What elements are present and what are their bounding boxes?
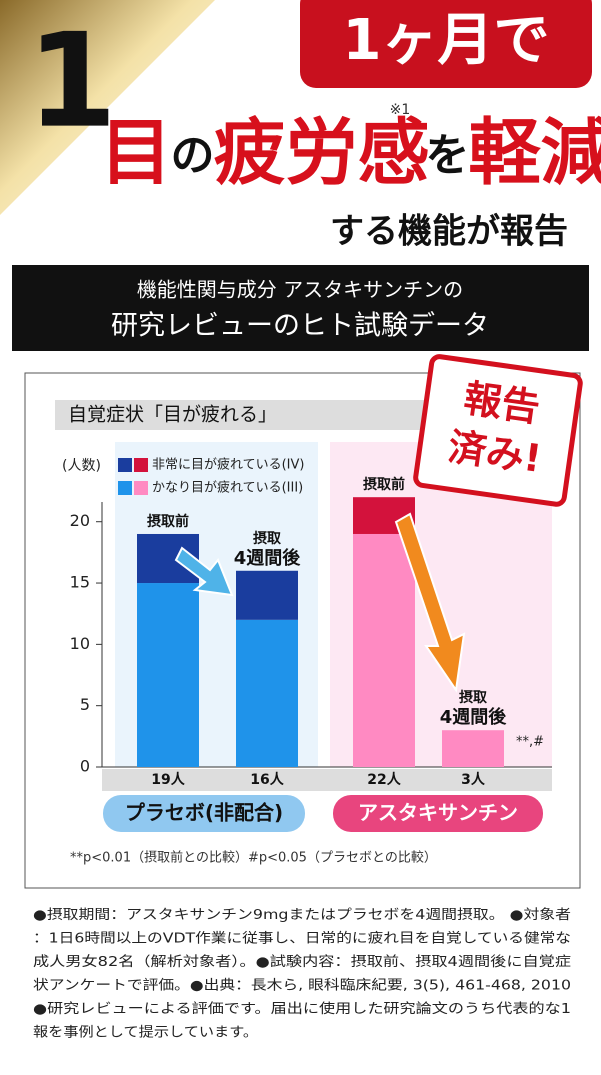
- banner-line: 研究レビューのヒト試験データ: [111, 311, 489, 342]
- stamp-text: 報告: [461, 376, 542, 430]
- title-part: 疲労感: [214, 111, 430, 195]
- banner: [12, 265, 589, 351]
- y-axis-label: (人数): [62, 458, 101, 474]
- legend-swatch: [134, 481, 148, 495]
- arrow: [394, 512, 466, 693]
- note-line: ：1日6時間以上のVDT作業に従事し、日常的に疲れ目を自覚している健常な: [33, 930, 571, 947]
- bar-segment: [353, 533, 415, 767]
- category-label: 4週間後: [440, 706, 508, 728]
- note-mark: ※1: [390, 102, 411, 118]
- total-label: 19人: [151, 771, 185, 788]
- banner-line: 機能性関与成分 アスタキサンチンの: [137, 278, 463, 302]
- category-label: 摂取前: [363, 476, 405, 493]
- title-part: の: [171, 130, 215, 181]
- note-line: ●摂取期間：アスタキサンチン9mgまたはプラセボを4週間摂取。 ●対象者: [33, 907, 571, 923]
- y-tick-label: 0: [80, 757, 90, 776]
- big-number: 1: [27, 5, 117, 157]
- legend-swatch: [118, 458, 132, 472]
- bar-segment: [137, 583, 199, 767]
- legend-swatch: [134, 458, 148, 472]
- legend-swatch: [118, 481, 132, 495]
- group-label: アスタキサンチン: [358, 801, 518, 825]
- title-part: 軽減: [468, 111, 601, 195]
- chart-title: 自覚症状「目が疲れる」: [68, 404, 277, 426]
- total-label: 3人: [461, 771, 486, 788]
- note-line: 成人男女82名（解析対象者）。●試験内容：摂取前、摂取4週間後に自覚症: [33, 953, 571, 970]
- badge: [300, 0, 592, 88]
- note-line: 状アンケートで評価。●出典：長木ら, 眼科臨床紀要, 3(5), 461-468…: [33, 978, 571, 994]
- total-label: 22人: [367, 771, 401, 788]
- y-tick-label: 5: [80, 695, 90, 714]
- group-label: プラセボ(非配合): [125, 801, 283, 825]
- group-pill: [333, 795, 543, 832]
- stamp: 報告 済み!: [413, 354, 583, 507]
- title-part: を: [425, 130, 469, 181]
- notes: ●摂取期間：アスタキサンチン9mgまたはプラセボを4週間摂取。 ●対象者 ：1日6…: [33, 907, 571, 1041]
- note-line: ●研究レビューによる評価です。届出に使用した研究論文のうち代表的な1: [33, 1000, 571, 1017]
- category-label: 摂取前: [147, 513, 189, 530]
- total-label: 16人: [250, 771, 284, 788]
- bar-segment: [236, 570, 298, 620]
- category-label: 摂取: [459, 689, 488, 706]
- total-row: [102, 769, 552, 791]
- arrow: [174, 546, 234, 597]
- title-part: 目: [100, 111, 172, 195]
- bar-segment: [236, 619, 298, 767]
- subtitle: する機能が報告: [330, 212, 568, 252]
- legend-label: かなり目が疲れている(III): [152, 480, 303, 496]
- gold-corner: [0, 0, 215, 215]
- note-line: 報を事例として提示しています。: [33, 1025, 258, 1041]
- legend-label: 非常に目が疲れている(IV): [152, 457, 304, 473]
- badge-text: 1ヶ月で: [343, 8, 550, 73]
- group-pill: [103, 795, 305, 832]
- category-label: 摂取: [253, 530, 282, 547]
- stamp-frame: [413, 354, 583, 507]
- annotation: **,#: [516, 735, 544, 750]
- y-tick-label: 15: [70, 573, 90, 592]
- footnote: **p<0.01（摂取前との比較）#p<0.05（プラセボとの比較）: [70, 850, 437, 866]
- bar-segment: [442, 730, 504, 767]
- category-label: 4週間後: [234, 547, 302, 569]
- y-tick-label: 20: [70, 511, 90, 530]
- y-tick-label: 10: [70, 634, 90, 653]
